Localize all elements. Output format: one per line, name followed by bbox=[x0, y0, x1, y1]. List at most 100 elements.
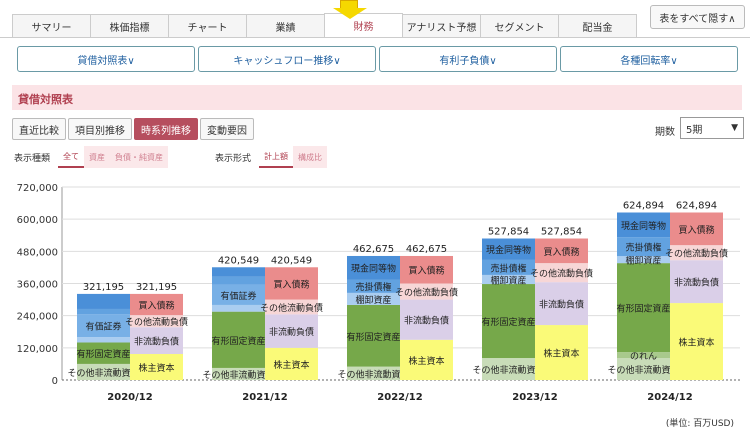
bar-segment bbox=[670, 260, 723, 304]
bar-segment bbox=[482, 284, 535, 359]
bar-segment bbox=[77, 363, 130, 380]
subnav-cashflow[interactable]: キャッシュフロー推移∨ bbox=[198, 46, 376, 72]
bar-segment bbox=[670, 212, 723, 246]
segment-label: その他流動負債 bbox=[665, 248, 728, 260]
segment-label: 棚卸資産 bbox=[625, 255, 661, 267]
bar-segment bbox=[617, 212, 670, 238]
dropdown-arrow-icon: ▼ bbox=[731, 123, 738, 133]
segment-label: 現金同等物 bbox=[486, 244, 531, 256]
bar-segment bbox=[400, 283, 453, 300]
segment-label: 現金同等物 bbox=[621, 220, 666, 232]
segment-label: 売掛債権 bbox=[490, 262, 526, 274]
display-format-filter: 表示形式 計上額 構成比 bbox=[215, 146, 328, 168]
segment-label: 有形固定資産 bbox=[211, 335, 265, 347]
liability-total-label: 462,675 bbox=[406, 244, 447, 255]
bar-segment bbox=[482, 259, 535, 275]
bar-segment bbox=[617, 256, 670, 264]
bar-segment bbox=[617, 352, 670, 359]
subnav-balance-sheet[interactable]: 貸借対照表∨ bbox=[17, 46, 195, 72]
y-tick-label: 720,000 bbox=[17, 183, 58, 194]
bar-segment bbox=[130, 315, 183, 328]
segment-label: 有形固定資産 bbox=[616, 303, 670, 315]
y-tick-label: 480,000 bbox=[17, 247, 58, 258]
display-type-liabilities[interactable]: 負債・純資産 bbox=[110, 146, 169, 168]
bar-segment bbox=[265, 347, 318, 380]
balance-sheet-chart: 0 120,000 240,000 360,000 480,000 600,000 720,… bbox=[17, 183, 740, 403]
hide-all-tables-button[interactable]: 表をすべて隠す∧ bbox=[650, 5, 745, 29]
tab-6[interactable]: セグメント bbox=[480, 14, 559, 37]
display-format-ratio[interactable]: 構成比 bbox=[293, 146, 328, 168]
tab-0[interactable]: サマリー bbox=[12, 14, 91, 37]
segment-label: 買入債務 bbox=[543, 246, 579, 258]
display-type-all[interactable]: 全て bbox=[58, 146, 85, 168]
bar-segment bbox=[77, 342, 130, 364]
asset-total-label: 527,854 bbox=[488, 227, 529, 238]
tab-1[interactable]: 株価指標 bbox=[90, 14, 169, 37]
bar-segment bbox=[617, 263, 670, 353]
asset-total-label: 462,675 bbox=[353, 244, 394, 255]
segment-label: その他流動負債 bbox=[395, 287, 458, 299]
segment-label: 有価証券 bbox=[85, 321, 121, 333]
liability-total-label: 420,549 bbox=[271, 255, 312, 266]
period-select[interactable]: 5期 ▼ bbox=[680, 117, 744, 139]
bar-segment bbox=[535, 238, 588, 264]
bar-segment bbox=[212, 284, 265, 305]
tab-divider bbox=[0, 37, 750, 38]
y-tick-label: 360,000 bbox=[17, 280, 58, 291]
bar-segment bbox=[77, 314, 130, 338]
display-type-label: 表示種類 bbox=[14, 153, 51, 164]
liability-total-label: 624,894 bbox=[676, 200, 717, 211]
segment-label: 有形固定資産 bbox=[76, 348, 130, 360]
segment-label: 株主資本 bbox=[678, 337, 714, 349]
y-tick-label: 0 bbox=[52, 376, 58, 387]
mode-latest-compare[interactable]: 直近比較 bbox=[12, 118, 66, 140]
bar-segment bbox=[535, 325, 588, 380]
x-category-label: 2021/12 bbox=[242, 392, 287, 403]
asset-total-label: 624,894 bbox=[623, 200, 664, 211]
segment-label: その他非流動資産 bbox=[67, 367, 139, 379]
y-tick-label: 120,000 bbox=[17, 344, 58, 355]
bar-segment bbox=[535, 263, 588, 283]
segment-label: 棚卸資産 bbox=[355, 294, 391, 306]
asset-total-label: 321,195 bbox=[83, 282, 124, 293]
bar-segment bbox=[265, 299, 318, 315]
mode-time-series[interactable]: 時系列推移 bbox=[134, 118, 198, 140]
bar-segment bbox=[77, 293, 130, 309]
tab-3[interactable]: 業績 bbox=[246, 14, 325, 37]
x-category-label: 2024/12 bbox=[647, 392, 692, 403]
bar-segment bbox=[535, 282, 588, 326]
bar-segment bbox=[347, 255, 400, 280]
subnav-turnover-ratios[interactable]: 各種回転率∨ bbox=[560, 46, 738, 72]
asset-total-label: 420,549 bbox=[218, 255, 259, 266]
segment-label: その他非流動資産 bbox=[202, 369, 274, 381]
segment-label: 買入債務 bbox=[138, 300, 174, 312]
main-tabs: サマリー 株価指標 チャート 業績 財務 アナリスト予想 セグメント 配当金 bbox=[12, 13, 637, 37]
bar-segment bbox=[130, 327, 183, 354]
segment-label: 非流動負債 bbox=[674, 277, 719, 289]
display-type-assets[interactable]: 資産 bbox=[84, 146, 111, 168]
segment-label: 非流動負債 bbox=[539, 299, 584, 311]
mode-by-item[interactable]: 項目別推移 bbox=[68, 118, 132, 140]
display-format-amount[interactable]: 計上額 bbox=[259, 146, 294, 168]
unit-label: (単位: 百万USD) bbox=[665, 419, 734, 429]
subnav-interest-bearing-debt[interactable]: 有利子負債∨ bbox=[379, 46, 557, 72]
segment-label: 有価証券 bbox=[220, 290, 256, 302]
segment-label: 株主資本 bbox=[273, 359, 309, 371]
bar-segment bbox=[347, 304, 400, 367]
segment-label: 買入債務 bbox=[408, 265, 444, 277]
bar-segment bbox=[130, 353, 183, 380]
tab-5[interactable]: アナリスト予想 bbox=[402, 14, 481, 37]
segment-label: 売掛債権 bbox=[355, 281, 391, 293]
segment-label: 株主資本 bbox=[138, 362, 174, 374]
bar-segment bbox=[400, 339, 453, 380]
segment-label: 有形固定資産 bbox=[481, 316, 535, 328]
bar-segment bbox=[212, 276, 265, 285]
section-title: 貸借対照表 bbox=[12, 85, 742, 110]
mode-change-factors[interactable]: 変動要因 bbox=[200, 118, 254, 140]
period-value: 5期 bbox=[686, 124, 703, 136]
bar-segment bbox=[347, 292, 400, 305]
segment-label: その他流動負債 bbox=[260, 302, 323, 314]
tab-7[interactable]: 配当金 bbox=[558, 14, 637, 37]
tab-2[interactable]: チャート bbox=[168, 14, 247, 37]
period-label: 期数 bbox=[655, 127, 675, 138]
